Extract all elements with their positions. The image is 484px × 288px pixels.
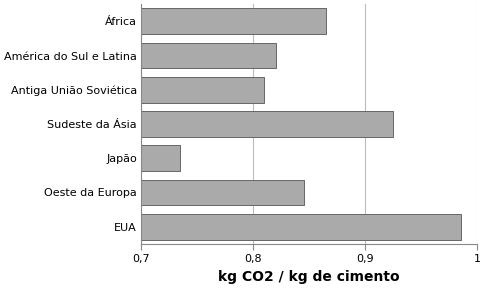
X-axis label: kg CO2 / kg de cimento: kg CO2 / kg de cimento — [218, 270, 399, 284]
Bar — [141, 111, 393, 137]
Bar — [141, 8, 325, 34]
Bar — [141, 180, 303, 205]
Bar — [141, 43, 275, 68]
Bar — [141, 214, 460, 240]
Bar — [141, 77, 264, 103]
Bar — [141, 145, 180, 171]
